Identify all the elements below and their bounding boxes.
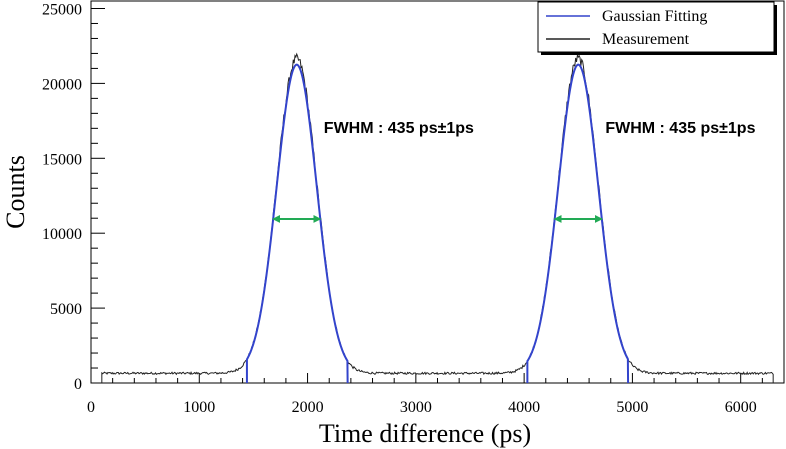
x-tick-label: 6000 — [725, 399, 757, 416]
y-tick-label: 15000 — [42, 151, 82, 168]
fwhm-annotation-2: FWHM : 435 ps±1ps — [605, 120, 755, 137]
series-gaussian-fit-peak-2 — [526, 63, 630, 384]
y-axis-title: Counts — [1, 155, 30, 229]
x-tick-label: 4000 — [508, 399, 540, 416]
legend: Gaussian Fitting Measurement — [537, 1, 777, 55]
y-axis-tick-labels: 0 5000 10000 15000 20000 25000 — [42, 1, 82, 393]
legend-label-gaussian: Gaussian Fitting — [602, 8, 707, 25]
y-tick-label: 5000 — [50, 301, 82, 318]
fwhm-annotation-1: FWHM : 435 ps±1ps — [324, 120, 474, 137]
y-tick-label: 10000 — [42, 226, 82, 243]
series-measurement — [101, 52, 774, 383]
y-tick-label: 20000 — [42, 76, 82, 93]
legend-box — [537, 1, 775, 53]
fwhm-annotations: FWHM : 435 ps±1ps FWHM : 435 ps±1ps — [324, 120, 756, 137]
x-tick-label: 3000 — [400, 399, 432, 416]
x-tick-label: 0 — [87, 399, 95, 416]
x-tick-label: 2000 — [292, 399, 324, 416]
x-axis-title: Time difference (ps) — [319, 419, 531, 448]
y-tick-label: 25000 — [42, 1, 82, 18]
x-axis-tick-labels: 0 1000 2000 3000 4000 5000 6000 — [87, 399, 757, 416]
plot-frame — [90, 0, 785, 384]
x-axis-ticks — [90, 373, 785, 383]
series-layer — [101, 52, 774, 384]
legend-label-measurement: Measurement — [602, 31, 690, 48]
series-gaussian-fit-peak-1 — [245, 63, 349, 384]
y-axis-ticks — [91, 7, 105, 384]
y-tick-label: 0 — [74, 376, 82, 393]
x-tick-label: 5000 — [616, 399, 648, 416]
x-tick-label: 1000 — [183, 399, 215, 416]
